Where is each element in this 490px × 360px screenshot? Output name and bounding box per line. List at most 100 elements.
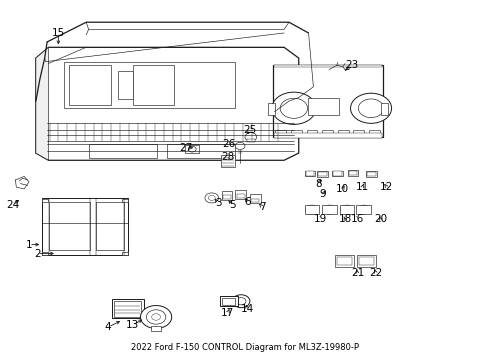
Bar [307,130,318,136]
Bar [275,130,286,136]
Bar [338,130,348,136]
Bar [133,65,174,105]
Bar [318,171,328,177]
Bar [318,172,327,176]
Circle shape [341,205,353,215]
Bar [89,144,157,158]
Text: 27: 27 [180,143,193,153]
Bar [367,172,376,176]
Circle shape [280,98,308,118]
Bar [366,171,377,177]
Text: 8: 8 [315,179,321,189]
Circle shape [205,193,219,203]
Polygon shape [36,47,49,160]
Circle shape [306,205,318,215]
Bar [251,199,259,202]
Bar [122,199,128,202]
Bar [353,130,364,136]
Text: 14: 14 [241,304,254,314]
Bar [118,71,133,99]
Circle shape [272,92,316,125]
Circle shape [236,298,246,305]
Text: 4: 4 [105,322,112,332]
Text: 19: 19 [314,215,327,224]
Bar [42,252,48,255]
Text: 2: 2 [34,248,41,258]
Text: 24: 24 [6,200,20,210]
Text: 16: 16 [351,215,364,224]
Bar [347,170,358,176]
Bar [223,195,231,199]
Bar [250,194,261,203]
Bar [49,202,90,250]
Bar [305,171,316,176]
Bar [69,65,111,105]
Bar [167,144,235,158]
Circle shape [232,295,250,308]
Text: 28: 28 [221,152,235,162]
Bar [112,300,144,318]
Bar [96,202,124,250]
Text: 26: 26 [223,139,236,149]
Circle shape [147,310,166,324]
Bar [122,252,128,255]
Bar [322,205,337,214]
Circle shape [188,146,196,152]
Bar [64,62,235,108]
Polygon shape [36,47,299,160]
Bar [335,255,354,267]
Bar [348,171,357,175]
Text: 22: 22 [369,268,383,278]
Text: 21: 21 [351,268,364,278]
Bar [357,255,376,267]
Text: 13: 13 [126,320,139,330]
Bar [220,155,235,167]
Bar [308,98,339,116]
Text: 3: 3 [215,198,221,208]
Circle shape [357,205,370,215]
Circle shape [141,306,172,328]
Text: 11: 11 [356,182,369,192]
Bar [185,145,199,153]
Bar [114,301,142,317]
Text: 9: 9 [320,189,326,199]
Bar [269,103,275,116]
Bar [221,298,235,305]
Bar [369,130,380,136]
Circle shape [245,133,257,141]
Text: 17: 17 [221,308,235,318]
Bar [42,198,128,255]
Circle shape [323,205,336,215]
Bar [274,64,382,67]
Circle shape [152,314,160,320]
Text: 25: 25 [243,125,256,135]
Bar [237,194,245,198]
Bar [306,171,315,176]
Circle shape [358,99,384,118]
Circle shape [235,142,245,149]
Text: 6: 6 [244,197,251,207]
Bar [273,65,383,137]
Bar [291,130,302,136]
Text: 5: 5 [229,200,236,210]
Bar [274,134,382,138]
Text: 23: 23 [345,60,358,70]
Bar [42,199,48,202]
Bar [322,130,333,136]
Text: 7: 7 [259,202,266,212]
Bar [356,205,371,214]
Text: 1: 1 [25,239,32,249]
Text: 15: 15 [52,28,65,38]
Bar [333,171,342,176]
Text: 10: 10 [336,184,349,194]
Bar [151,326,161,330]
Bar [221,191,232,200]
Text: 20: 20 [374,215,388,224]
Circle shape [208,195,215,201]
Bar [247,139,255,142]
Bar [340,205,354,214]
Text: 2022 Ford F-150 CONTROL Diagram for ML3Z-19980-P: 2022 Ford F-150 CONTROL Diagram for ML3Z… [131,343,359,352]
Bar [332,171,343,176]
Circle shape [350,93,392,123]
Bar [359,257,373,265]
